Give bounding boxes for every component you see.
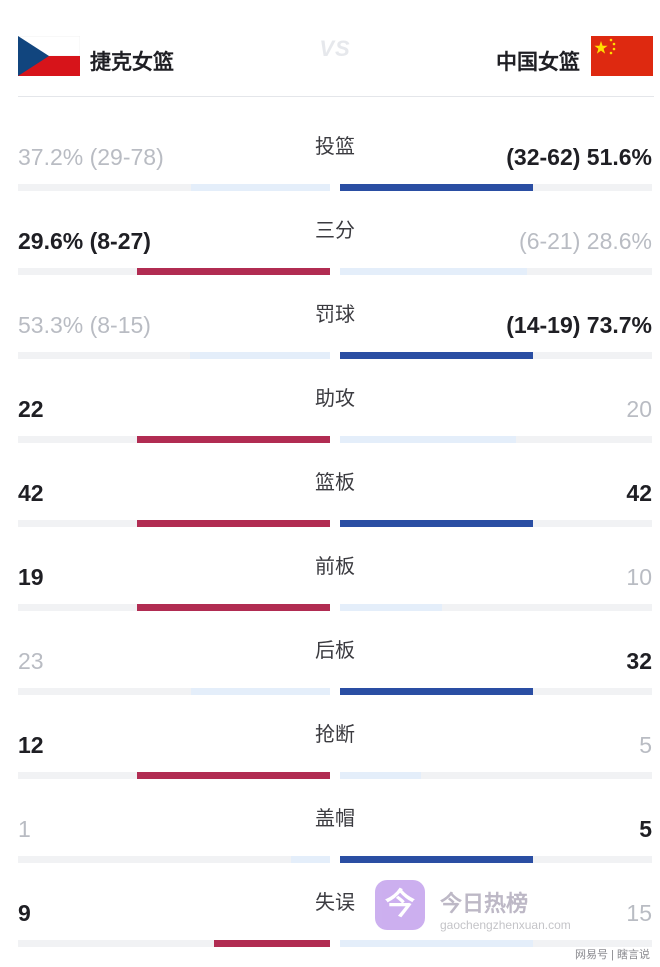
vs-label: VS — [319, 36, 351, 61]
away-bar-track — [340, 940, 652, 947]
home-bar-track — [18, 856, 330, 863]
away-stat-value: 42 — [626, 480, 652, 506]
stat-label: 后板 — [315, 640, 355, 662]
away-bar — [340, 772, 421, 779]
home-stat-value: 19 — [18, 564, 44, 590]
china-flag-icon — [591, 36, 653, 76]
watermark-logo: 今 — [375, 880, 425, 930]
stat-label: 罚球 — [315, 304, 355, 326]
stat-row: 12 抢断 5 — [0, 708, 660, 792]
away-bar-track — [340, 604, 652, 611]
match-header: 捷克女篮 VS 中国女篮 — [0, 0, 660, 98]
home-bar — [137, 268, 330, 275]
home-bar — [137, 436, 330, 443]
home-bar — [137, 520, 330, 527]
stat-label: 助攻 — [315, 388, 355, 410]
stat-row: 22 助攻 20 — [0, 372, 660, 456]
stat-row: 23 后板 32 — [0, 624, 660, 708]
away-bar-track — [340, 352, 652, 359]
home-stat-value: 37.2% (29-78) — [18, 144, 164, 170]
away-bar — [340, 436, 516, 443]
stat-row: 42 篮板 42 — [0, 456, 660, 540]
home-stat-value: 1 — [18, 816, 31, 842]
away-stat-value: 10 — [626, 564, 652, 590]
home-bar — [137, 772, 330, 779]
away-bar — [340, 352, 533, 359]
away-stat-value: 5 — [639, 732, 652, 758]
away-stat-value: 15 — [626, 900, 652, 926]
away-bar-track — [340, 184, 652, 191]
away-bar-track — [340, 772, 652, 779]
home-bar — [214, 940, 330, 947]
stat-label: 投篮 — [315, 136, 355, 158]
away-bar-track — [340, 520, 652, 527]
away-bar — [340, 604, 442, 611]
stat-row: 37.2% (29-78) 投篮 (32-62) 51.6% — [0, 120, 660, 204]
stat-label: 篮板 — [315, 472, 355, 494]
away-stat-value: (6-21) 28.6% — [519, 228, 652, 254]
home-bar — [291, 856, 330, 863]
footer-credit: 网易号 | 瞎言说 — [575, 949, 650, 961]
away-bar — [340, 688, 533, 695]
away-bar-track — [340, 436, 652, 443]
stat-label: 失误 — [315, 892, 355, 914]
home-bar — [137, 604, 330, 611]
home-stat-value: 9 — [18, 900, 31, 926]
away-bar — [340, 520, 533, 527]
home-bar-track — [18, 688, 330, 695]
away-bar — [340, 856, 533, 863]
stat-label: 盖帽 — [315, 808, 355, 830]
home-stat-value: 22 — [18, 396, 44, 422]
stat-label: 抢断 — [315, 724, 355, 746]
away-stat-value: 32 — [626, 648, 652, 674]
home-bar-track — [18, 184, 330, 191]
watermark-url: gaochengzhenxuan.com — [440, 918, 571, 932]
stat-row: 9 失误 15 — [0, 876, 660, 960]
home-bar-track — [18, 604, 330, 611]
away-bar — [340, 184, 533, 191]
away-stat-value: 20 — [626, 396, 652, 422]
home-stat-value: 53.3% (8-15) — [18, 312, 151, 338]
home-bar-track — [18, 772, 330, 779]
home-team-name: 捷克女篮 — [90, 51, 174, 74]
home-bar-track — [18, 940, 330, 947]
home-bar-track — [18, 268, 330, 275]
home-bar — [190, 352, 330, 359]
stat-row: 53.3% (8-15) 罚球 (14-19) 73.7% — [0, 288, 660, 372]
home-bar-track — [18, 520, 330, 527]
stat-label: 三分 — [315, 220, 355, 242]
home-stat-value: 29.6% (8-27) — [18, 228, 151, 254]
home-bar-track — [18, 436, 330, 443]
away-bar — [340, 268, 527, 275]
away-bar-track — [340, 268, 652, 275]
home-bar — [191, 688, 330, 695]
stat-row: 29.6% (8-27) 三分 (6-21) 28.6% — [0, 204, 660, 288]
czech-flag-icon — [18, 36, 80, 76]
stat-row: 1 盖帽 5 — [0, 792, 660, 876]
header-divider — [18, 96, 654, 97]
away-bar-track — [340, 688, 652, 695]
away-bar-track — [340, 856, 652, 863]
home-stat-value: 42 — [18, 480, 44, 506]
home-stat-value: 12 — [18, 732, 44, 758]
stat-label: 前板 — [315, 556, 355, 578]
watermark-title: 今日热榜 — [440, 891, 529, 916]
away-stat-value: (14-19) 73.7% — [506, 312, 652, 338]
stat-row: 19 前板 10 — [0, 540, 660, 624]
home-bar — [191, 184, 330, 191]
home-bar-track — [18, 352, 330, 359]
away-stat-value: (32-62) 51.6% — [506, 144, 652, 170]
away-team-name: 中国女篮 — [496, 51, 580, 74]
away-bar — [340, 940, 533, 947]
home-stat-value: 23 — [18, 648, 44, 674]
away-stat-value: 5 — [639, 816, 652, 842]
